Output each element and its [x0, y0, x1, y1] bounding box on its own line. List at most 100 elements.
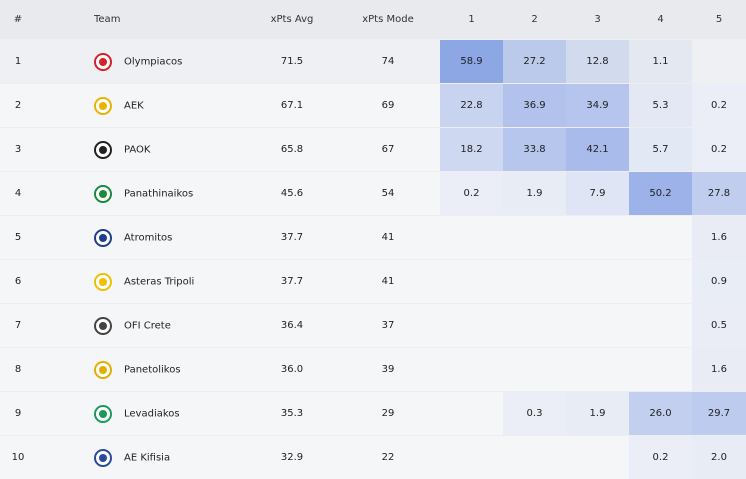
probability-cell: 7.9: [566, 172, 629, 216]
team-cell: Levadiakos: [36, 392, 248, 436]
probability-cell: 58.9: [440, 40, 503, 84]
probability-cell: 0.2: [440, 172, 503, 216]
column-header: 1: [440, 0, 503, 40]
team-name: OFI Crete: [124, 320, 171, 331]
probability-cell: 36.9: [503, 84, 566, 128]
stat-cell: 67.1: [248, 84, 336, 128]
stat-cell: 74: [336, 40, 440, 84]
probability-cell: [503, 260, 566, 304]
team-cell: Panetolikos: [36, 348, 248, 392]
team-name: PAOK: [124, 144, 150, 155]
probability-cell: [440, 260, 503, 304]
probability-cell: [440, 216, 503, 260]
stat-cell: 41: [336, 216, 440, 260]
column-header: xPts Mode: [336, 0, 440, 40]
probability-cell: [566, 216, 629, 260]
stat-cell: 45.6: [248, 172, 336, 216]
team-logo: [94, 272, 112, 292]
team-name: Panathinaikos: [124, 188, 193, 199]
team-logo: [94, 448, 112, 468]
team-cell: OFI Crete: [36, 304, 248, 348]
rank: 10: [0, 436, 36, 479]
stat-cell: 37.7: [248, 260, 336, 304]
team-logo: [94, 96, 112, 116]
rank: 4: [0, 172, 36, 216]
team-logo: [94, 184, 112, 204]
probability-cell: 2.0: [692, 436, 746, 479]
team-logo: [94, 404, 112, 424]
probability-cell: 42.1: [566, 128, 629, 172]
rank: 6: [0, 260, 36, 304]
stat-cell: 36.4: [248, 304, 336, 348]
column-header: 3: [566, 0, 629, 40]
rank: 7: [0, 304, 36, 348]
probability-cell: 1.9: [503, 172, 566, 216]
probability-cell: 5.7: [629, 128, 692, 172]
team-name: Asteras Tripoli: [124, 276, 194, 287]
probability-cell: 1.6: [692, 216, 746, 260]
stat-cell: 54: [336, 172, 440, 216]
probability-cell: 1.6: [692, 348, 746, 392]
probability-cell: 50.2: [629, 172, 692, 216]
probability-cell: [692, 40, 746, 84]
probability-cell: 33.8: [503, 128, 566, 172]
probability-cell: 0.3: [503, 392, 566, 436]
team-logo: [94, 360, 112, 380]
stat-cell: 22: [336, 436, 440, 479]
probability-cell: [503, 436, 566, 479]
team-logo: [94, 228, 112, 248]
probability-cell: 12.8: [566, 40, 629, 84]
probability-cell: [629, 304, 692, 348]
probability-cell: 27.8: [692, 172, 746, 216]
stat-cell: 29: [336, 392, 440, 436]
stat-cell: 37.7: [248, 216, 336, 260]
probability-cell: 18.2: [440, 128, 503, 172]
rank: 1: [0, 40, 36, 84]
stat-cell: 69: [336, 84, 440, 128]
stat-cell: 37: [336, 304, 440, 348]
probability-cell: 34.9: [566, 84, 629, 128]
probability-cell: [440, 436, 503, 479]
probability-cell: 0.9: [692, 260, 746, 304]
probability-cell: [566, 260, 629, 304]
probability-cell: 27.2: [503, 40, 566, 84]
probability-cell: [503, 304, 566, 348]
rank: 8: [0, 348, 36, 392]
team-name: AEK: [124, 100, 144, 111]
probability-cell: [503, 216, 566, 260]
probability-cell: 1.9: [566, 392, 629, 436]
team-logo: [94, 140, 112, 160]
probability-cell: [566, 304, 629, 348]
stat-cell: 67: [336, 128, 440, 172]
team-name: Atromitos: [124, 232, 172, 243]
stat-cell: 32.9: [248, 436, 336, 479]
rank: 5: [0, 216, 36, 260]
probability-cell: 26.0: [629, 392, 692, 436]
team-logo: [94, 52, 112, 72]
column-header: 5: [692, 0, 746, 40]
stat-cell: 35.3: [248, 392, 336, 436]
probability-cell: 1.1: [629, 40, 692, 84]
team-cell: AEK: [36, 84, 248, 128]
team-name: AE Kifisia: [124, 452, 170, 463]
probability-cell: [629, 216, 692, 260]
probability-cell: [566, 348, 629, 392]
stat-cell: 71.5: [248, 40, 336, 84]
probability-cell: 0.2: [629, 436, 692, 479]
team-name: Levadiakos: [124, 408, 180, 419]
rank: 2: [0, 84, 36, 128]
probability-cell: [440, 348, 503, 392]
probability-cell: 22.8: [440, 84, 503, 128]
probability-cell: [503, 348, 566, 392]
